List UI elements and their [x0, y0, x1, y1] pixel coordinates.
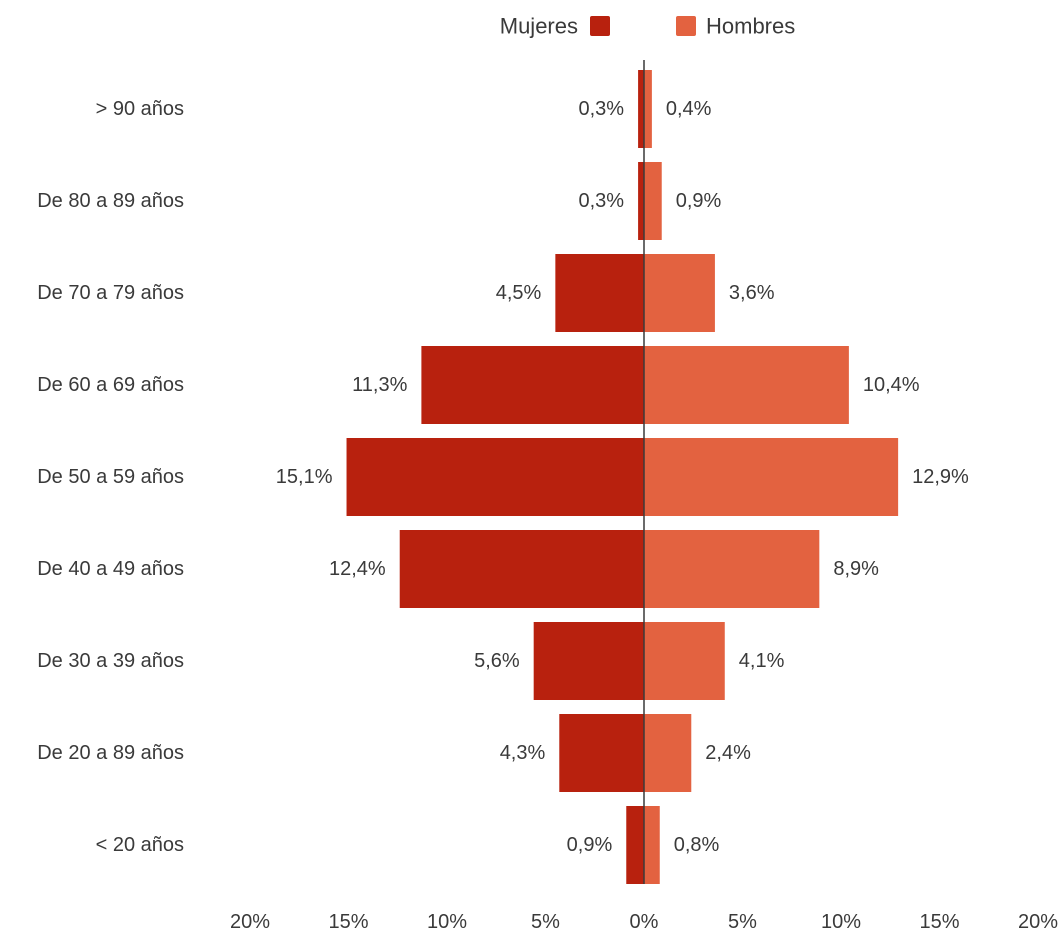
value-label-hombres-2: 0,9%	[676, 190, 722, 212]
value-label-hombres-5: 12,9%	[912, 466, 969, 488]
category-label-4: De 60 a 69 años	[37, 374, 184, 396]
value-label-mujeres-8: 4,3%	[500, 742, 546, 764]
legend: Mujeres Hombres	[500, 14, 796, 39]
x-axis-ticks: 20% 15% 10% 5% 0% 5% 10% 15% 20%	[230, 911, 1058, 933]
value-label-hombres-8: 2,4%	[705, 742, 751, 764]
bar-mujeres-1	[638, 70, 644, 148]
value-label-hombres-3: 3,6%	[729, 282, 775, 304]
bar-hombres-4	[644, 346, 849, 424]
bar-hombres-7	[644, 622, 725, 700]
x-tick-label-1: 20%	[230, 911, 270, 933]
category-labels: > 90 años De 80 a 89 años De 70 a 79 años D…	[37, 98, 184, 856]
value-label-mujeres-5: 15,1%	[276, 466, 333, 488]
x-tick-label-8: 15%	[919, 911, 959, 933]
value-label-mujeres-4: 11,3%	[352, 374, 407, 396]
bar-mujeres-8	[559, 714, 644, 792]
bar-mujeres-2	[638, 162, 644, 240]
bar-hombres-3	[644, 254, 715, 332]
value-labels: 0,3% 0,4% 0,3% 0,9% 4,5% 3,6% 11,3% 10,4% 15,1% 1…	[276, 98, 969, 856]
x-tick-label-5: 0%	[630, 911, 659, 933]
value-label-mujeres-1: 0,3%	[578, 98, 624, 120]
bar-hombres-1	[644, 70, 652, 148]
bar-mujeres-7	[533, 622, 644, 700]
legend-label-mujeres: Mujeres	[500, 14, 578, 39]
category-label-1: > 90 años	[96, 98, 184, 120]
legend-swatch-mujeres	[590, 16, 610, 36]
x-tick-label-7: 10%	[821, 911, 861, 933]
bar-mujeres-5	[346, 438, 644, 516]
bar-hombres-2	[644, 162, 662, 240]
value-label-hombres-6: 8,9%	[833, 558, 879, 580]
value-label-hombres-4: 10,4%	[863, 374, 920, 396]
category-label-6: De 40 a 49 años	[37, 558, 184, 580]
x-tick-label-2: 15%	[328, 911, 368, 933]
legend-swatch-hombres	[676, 16, 696, 36]
x-tick-label-9: 20%	[1018, 911, 1058, 933]
value-label-hombres-1: 0,4%	[666, 98, 712, 120]
value-label-mujeres-3: 4,5%	[496, 282, 542, 304]
category-label-2: De 80 a 89 años	[37, 190, 184, 212]
value-label-hombres-7: 4,1%	[739, 650, 785, 672]
value-label-mujeres-2: 0,3%	[578, 190, 624, 212]
bar-hombres-8	[644, 714, 692, 792]
bar-hombres-5	[644, 438, 899, 516]
x-tick-label-4: 5%	[531, 911, 560, 933]
value-label-hombres-9: 0,8%	[674, 834, 720, 856]
bar-hombres-6	[644, 530, 820, 608]
value-label-mujeres-9: 0,9%	[567, 834, 613, 856]
bar-mujeres-4	[421, 346, 644, 424]
bar-mujeres-3	[555, 254, 644, 332]
legend-label-hombres: Hombres	[706, 14, 795, 39]
bar-hombres-9	[644, 806, 660, 884]
category-label-9: < 20 años	[96, 834, 184, 856]
bar-mujeres-6	[399, 530, 644, 608]
category-label-3: De 70 a 79 años	[37, 282, 184, 304]
category-label-8: De 20 a 89 años	[37, 742, 184, 764]
value-label-mujeres-7: 5,6%	[474, 650, 520, 672]
bars-group	[346, 70, 899, 884]
bar-mujeres-9	[626, 806, 644, 884]
x-tick-label-6: 5%	[728, 911, 757, 933]
category-label-7: De 30 a 39 años	[37, 650, 184, 672]
value-label-mujeres-6: 12,4%	[329, 558, 386, 580]
category-label-5: De 50 a 59 años	[37, 466, 184, 488]
x-tick-label-3: 10%	[427, 911, 467, 933]
